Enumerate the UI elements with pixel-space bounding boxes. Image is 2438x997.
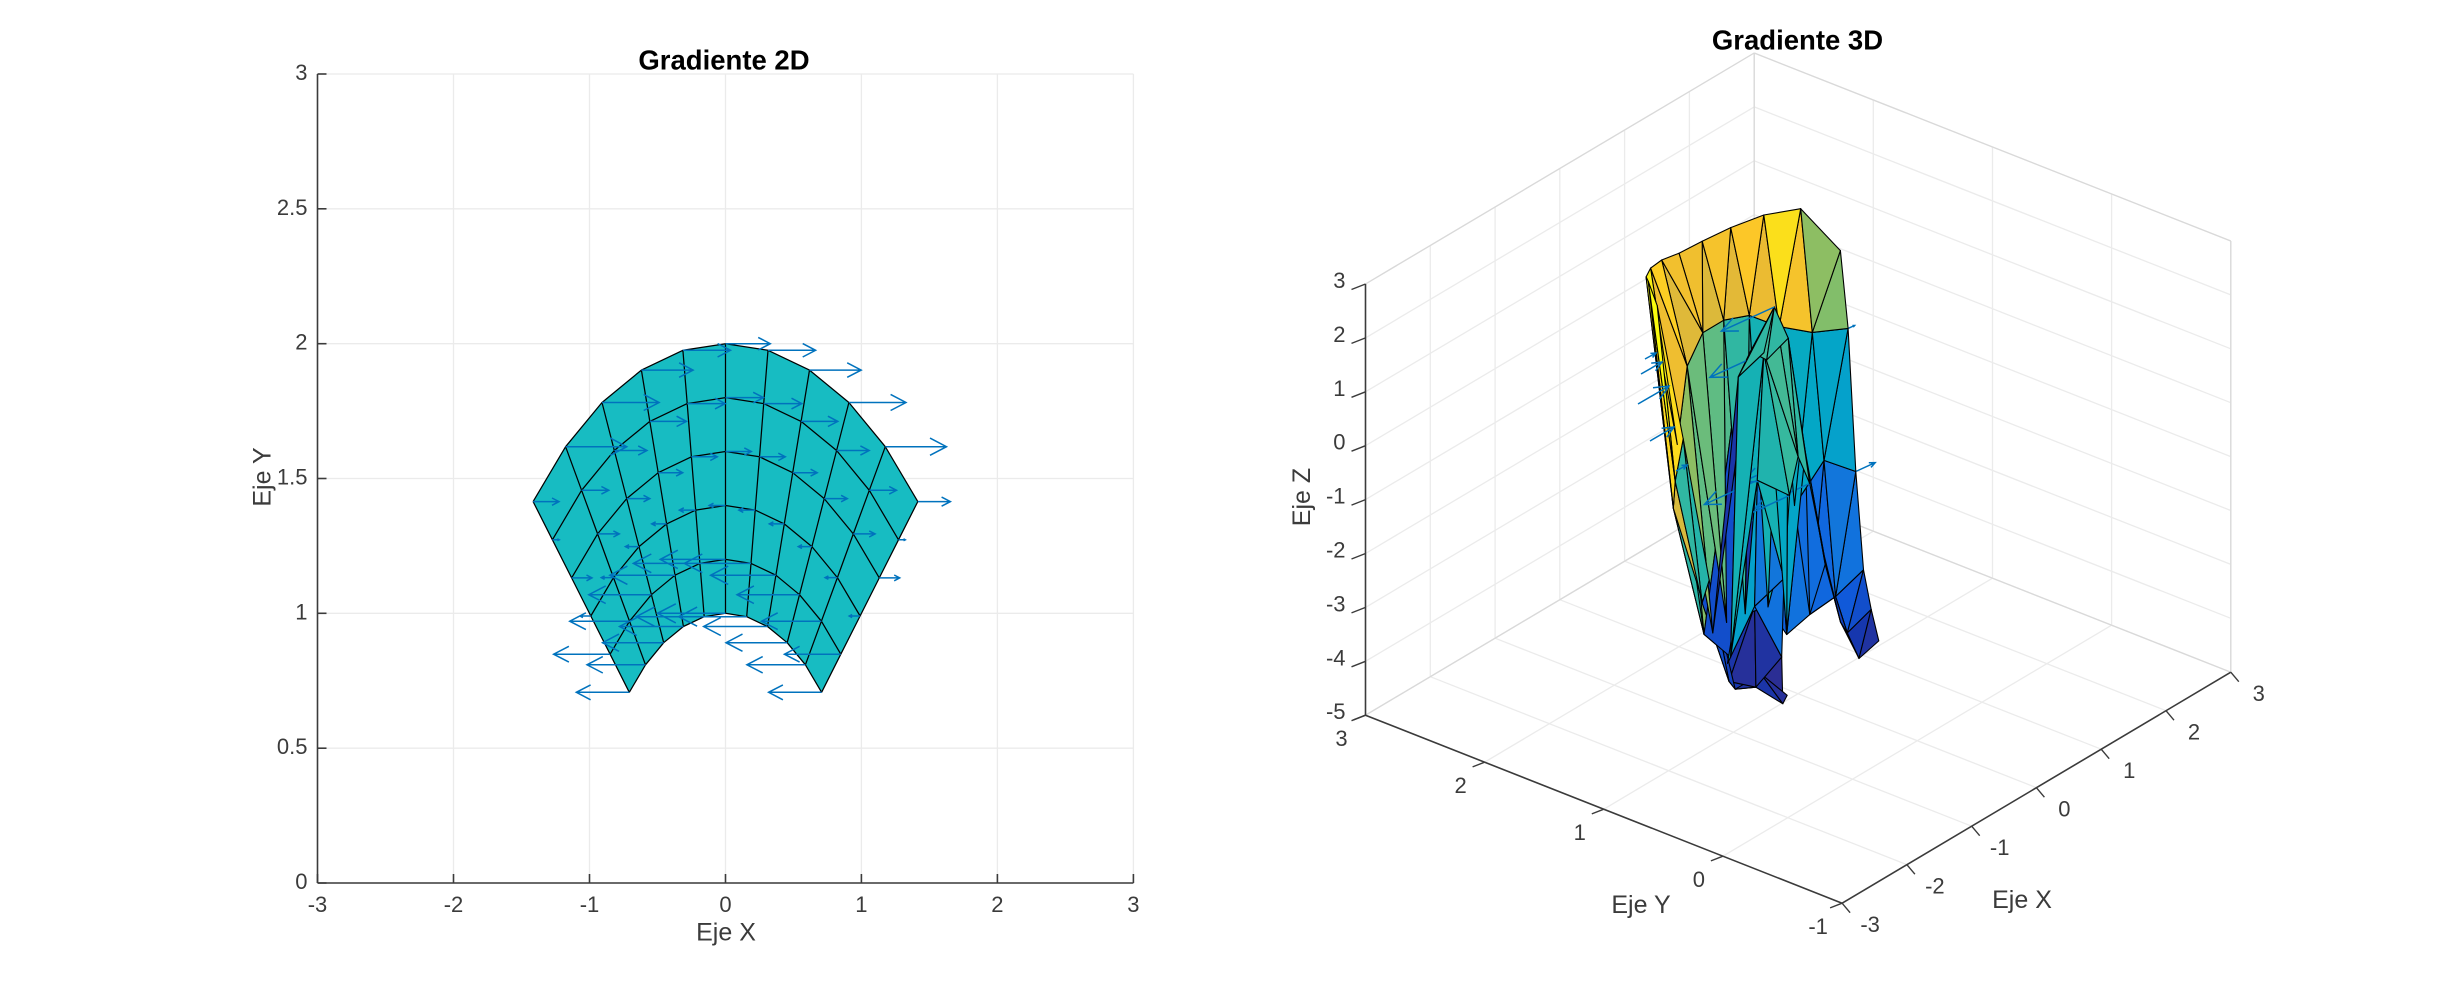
svg-text:2: 2	[2188, 720, 2200, 745]
svg-text:1: 1	[855, 892, 867, 917]
svg-text:2: 2	[295, 330, 307, 355]
svg-text:1: 1	[1574, 820, 1586, 845]
svg-text:-4: -4	[1326, 645, 1346, 670]
svg-text:3: 3	[295, 60, 307, 85]
svg-text:-3: -3	[1326, 591, 1346, 616]
svg-text:-1: -1	[1808, 914, 1828, 939]
svg-text:2: 2	[1454, 773, 1466, 798]
svg-text:0: 0	[2058, 797, 2070, 822]
svg-text:-2: -2	[1326, 538, 1346, 563]
svg-text:0: 0	[295, 869, 307, 894]
svg-text:2: 2	[991, 892, 1003, 917]
svg-text:1.5: 1.5	[277, 465, 308, 490]
svg-text:1: 1	[295, 599, 307, 624]
svg-text:0: 0	[1693, 867, 1705, 892]
svg-text:-2: -2	[1925, 874, 1945, 899]
svg-text:Eje Z: Eje Z	[1288, 468, 1316, 526]
svg-text:0: 0	[1333, 430, 1345, 455]
svg-text:0.5: 0.5	[277, 734, 308, 759]
svg-text:3: 3	[1127, 892, 1139, 917]
svg-text:3: 3	[1333, 268, 1345, 293]
svg-text:3: 3	[1335, 726, 1347, 751]
svg-text:2.5: 2.5	[277, 195, 308, 220]
svg-text:-1: -1	[580, 892, 600, 917]
svg-text:1: 1	[2123, 758, 2135, 783]
svg-text:Gradiente 2D: Gradiente 2D	[638, 45, 809, 76]
svg-text:2: 2	[1333, 322, 1345, 347]
svg-text:-3: -3	[1860, 912, 1880, 937]
svg-text:Gradiente 3D: Gradiente 3D	[1712, 25, 1883, 56]
svg-text:3: 3	[2253, 681, 2265, 706]
svg-text:Eje X: Eje X	[696, 919, 756, 947]
svg-text:-2: -2	[444, 892, 464, 917]
svg-text:-1: -1	[1990, 835, 2010, 860]
svg-text:-1: -1	[1326, 484, 1346, 509]
svg-text:-3: -3	[308, 892, 328, 917]
svg-text:-5: -5	[1326, 699, 1346, 724]
svg-text:0: 0	[719, 892, 731, 917]
svg-text:Eje Y: Eje Y	[1611, 891, 1671, 919]
svg-text:1: 1	[1333, 376, 1345, 401]
svg-text:Eje X: Eje X	[1992, 886, 2052, 914]
svg-text:Eje Y: Eje Y	[249, 447, 277, 507]
